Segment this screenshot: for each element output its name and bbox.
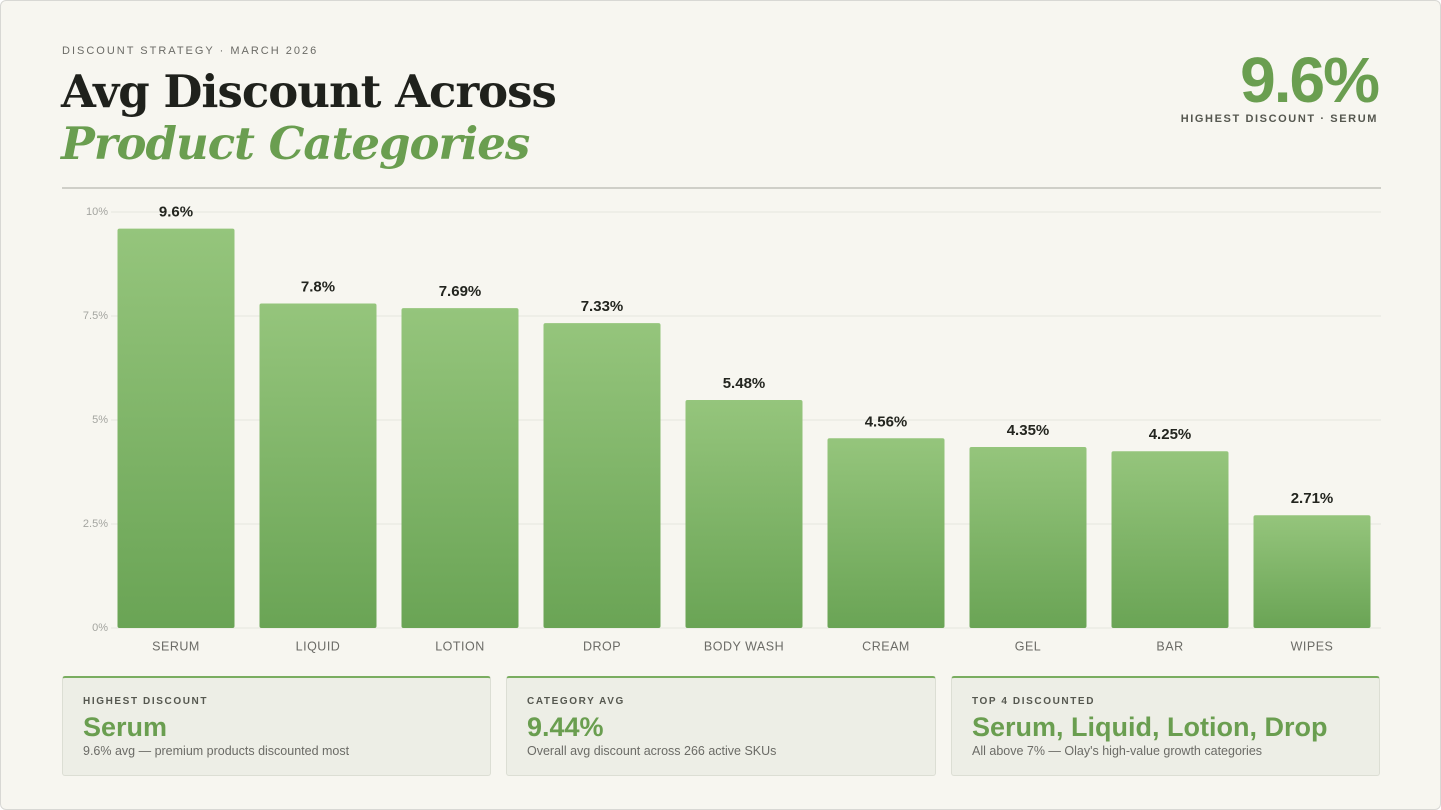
x-tick-label: GEL	[1015, 639, 1042, 653]
data-label: 7.33%	[581, 298, 624, 315]
x-tick-label: SERUM	[152, 639, 200, 653]
data-label: 2.71%	[1291, 490, 1334, 507]
bar	[827, 438, 945, 628]
x-tick-label: WIPES	[1291, 639, 1334, 653]
bar	[259, 303, 377, 628]
card-value: 9.44%	[527, 712, 604, 742]
card-label: CATEGORY AVG	[527, 696, 625, 707]
chart: 0% 2.5% 5% 7.5% 10% SERUM 9.6% LIQUID 7.8% LOTION…	[83, 204, 1381, 653]
y-tick-label: 7.5%	[83, 310, 108, 322]
x-tick-label: LOTION	[435, 639, 485, 653]
card-label: HIGHEST DISCOUNT	[83, 696, 209, 707]
card-note: Overall avg discount across 266 active S…	[527, 744, 777, 758]
y-tick-label: 2.5%	[83, 518, 108, 530]
kpi-label: HIGHEST DISCOUNT · SERUM	[1180, 113, 1378, 125]
y-tick-label: 0%	[92, 622, 108, 634]
bar	[117, 228, 235, 628]
stat-card: HIGHEST DISCOUNT Serum 9.6% avg — premiu…	[62, 676, 491, 776]
data-label: 9.6%	[159, 204, 193, 221]
x-tick-label: LIQUID	[296, 639, 341, 653]
kpi-value: 9.6%	[1240, 44, 1380, 116]
data-label: 7.69%	[439, 283, 482, 300]
bar	[543, 323, 661, 628]
data-label: 5.48%	[723, 375, 766, 392]
data-label: 4.56%	[865, 413, 908, 430]
bar	[969, 447, 1087, 628]
data-label: 4.35%	[1007, 422, 1050, 439]
data-label: 7.8%	[301, 278, 335, 295]
card-label: TOP 4 DISCOUNTED	[972, 696, 1096, 707]
bar	[401, 308, 519, 628]
bar	[1253, 515, 1371, 628]
divider	[62, 187, 1381, 189]
title: Avg Discount Across	[61, 65, 557, 118]
card-note: All above 7% — Olay's high-value growth …	[972, 744, 1263, 758]
card-value: Serum	[83, 712, 168, 742]
x-tick-label: BODY WASH	[704, 639, 784, 653]
card-value: Serum, Liquid, Lotion, Drop	[972, 712, 1328, 742]
data-label: 4.25%	[1149, 426, 1192, 443]
card-note: 9.6% avg — premium products discounted m…	[83, 744, 350, 758]
y-tick-label: 10%	[86, 206, 108, 218]
bar	[1111, 451, 1229, 628]
x-tick-label: DROP	[583, 639, 621, 653]
stat-card: TOP 4 DISCOUNTED Serum, Liquid, Lotion, …	[951, 676, 1380, 776]
stat-card: CATEGORY AVG 9.44% Overall avg discount …	[506, 676, 936, 776]
title: Product Categories	[61, 117, 530, 170]
x-tick-label: CREAM	[862, 639, 910, 653]
x-tick-label: BAR	[1156, 639, 1183, 653]
bar	[685, 400, 803, 628]
kicker: DISCOUNT STRATEGY · MARCH 2026	[62, 45, 319, 57]
y-tick-label: 5%	[92, 414, 108, 426]
